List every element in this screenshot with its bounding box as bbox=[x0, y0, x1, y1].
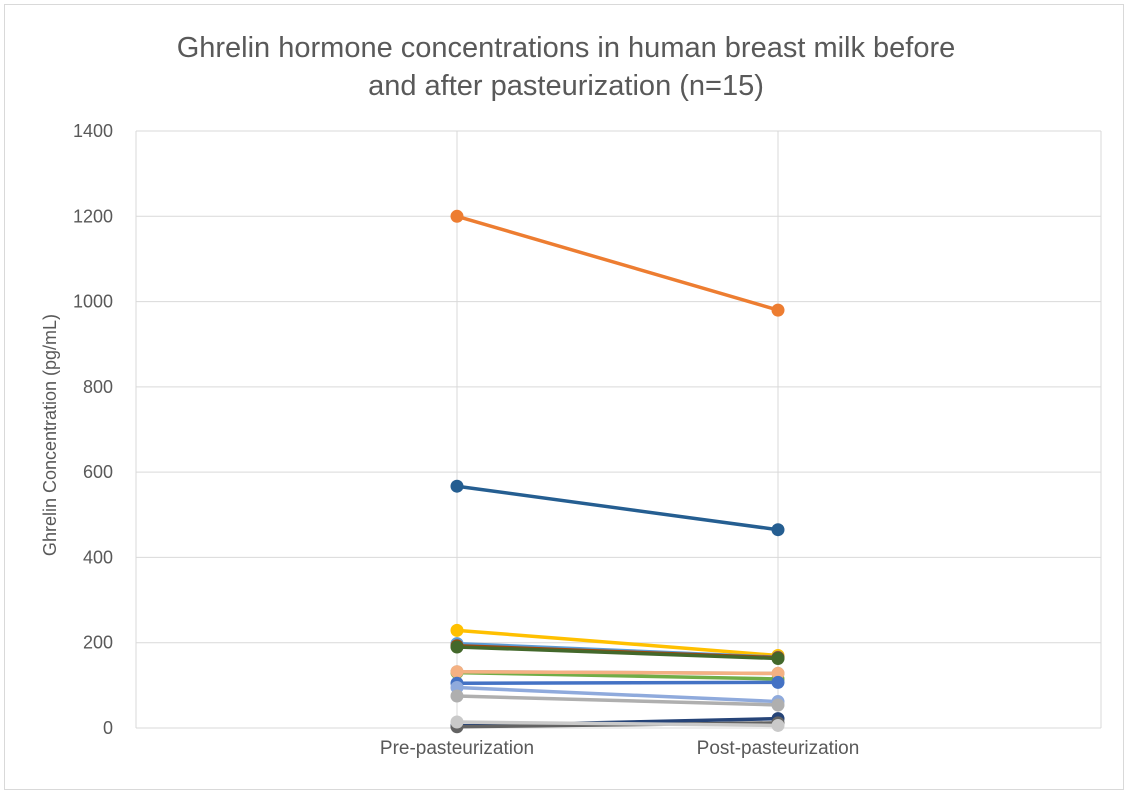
grid-lines bbox=[135, 130, 1102, 729]
y-tick-label: 600 bbox=[83, 462, 113, 482]
series-line bbox=[455, 645, 780, 661]
series-line bbox=[455, 694, 780, 707]
series-line bbox=[455, 685, 780, 704]
chart-title-line-1: Ghrelin hormone concentrations in human … bbox=[177, 32, 956, 64]
series-line bbox=[455, 720, 780, 728]
data-point bbox=[771, 651, 785, 665]
y-tick-label: 0 bbox=[103, 718, 113, 738]
y-tick-label: 200 bbox=[83, 633, 113, 653]
series-line bbox=[455, 680, 780, 685]
chart-title-line-2: and after pasteurization (n=15) bbox=[368, 70, 764, 102]
data-point bbox=[771, 675, 785, 689]
series-line bbox=[455, 669, 780, 676]
data-point bbox=[450, 209, 464, 223]
line-chart: Ghrelin hormone concentrations in human … bbox=[40, 32, 1102, 759]
series-12 bbox=[450, 689, 785, 712]
chart-frame: Ghrelin hormone concentrations in human … bbox=[4, 4, 1124, 790]
data-point bbox=[771, 698, 785, 712]
y-tick-label: 800 bbox=[83, 377, 113, 397]
y-tick-label: 1400 bbox=[73, 121, 113, 141]
series-lines bbox=[450, 209, 785, 734]
data-point bbox=[450, 665, 464, 679]
y-tick-label: 400 bbox=[83, 547, 113, 567]
series-2 bbox=[450, 479, 785, 537]
y-axis-label: Ghrelin Concentration (pg/mL) bbox=[40, 314, 60, 556]
series-line bbox=[455, 214, 780, 312]
data-point bbox=[450, 640, 464, 654]
series-line bbox=[455, 484, 780, 532]
data-point bbox=[450, 689, 464, 703]
data-point bbox=[771, 666, 785, 680]
data-point bbox=[450, 479, 464, 493]
y-tick-label: 1200 bbox=[73, 206, 113, 226]
x-category-labels: Pre-pasteurization Post-pasteurization bbox=[380, 738, 859, 759]
series-1 bbox=[450, 209, 785, 317]
data-point bbox=[771, 718, 785, 732]
data-point bbox=[450, 715, 464, 729]
series-15 bbox=[450, 715, 785, 732]
data-point bbox=[771, 303, 785, 317]
data-point bbox=[771, 523, 785, 537]
x-category-label: Pre-pasteurization bbox=[380, 738, 534, 759]
series-9 bbox=[450, 665, 785, 680]
data-point bbox=[450, 623, 464, 637]
series-line bbox=[455, 628, 780, 658]
x-category-label: Post-pasteurization bbox=[697, 738, 860, 759]
y-tick-label: 1000 bbox=[73, 292, 113, 312]
series-6 bbox=[450, 640, 785, 665]
y-tick-labels: 0 200 400 600 800 1000 1200 1400 bbox=[73, 121, 113, 738]
